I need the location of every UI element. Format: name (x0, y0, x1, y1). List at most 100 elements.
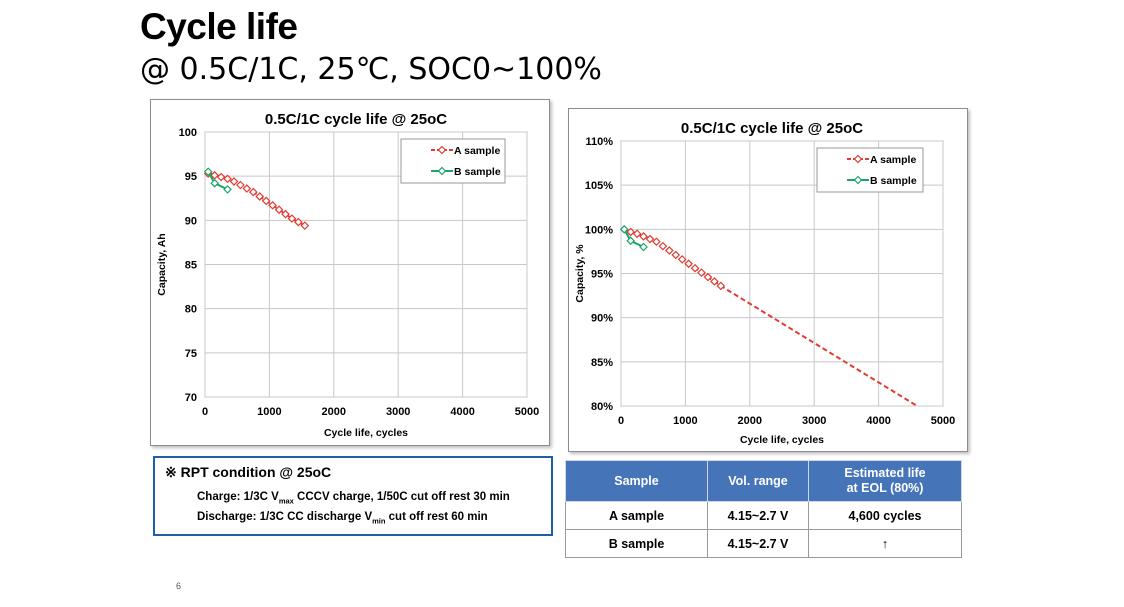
y-tick-label: 75 (185, 348, 197, 360)
capacity-percent-chart-svg: 0 1000 2000 3000 4000 5000 80% 85% 90% 95% 100% 105… (574, 120, 955, 446)
header-estimated-life-line1: Estimated life (844, 466, 926, 480)
header-estimated-life: Estimated life at EOL (80%) (808, 460, 962, 502)
legend-swatch-marker (437, 145, 447, 155)
legend-swatch-marker (853, 175, 863, 185)
data-point (677, 255, 687, 264)
y-tick-label: 100% (585, 224, 613, 236)
cell-estimated-life: ↑ (808, 529, 962, 558)
y-tick-label: 100 (179, 127, 197, 139)
data-point (229, 177, 239, 186)
table-row: A sample 4.15~2.7 V 4,600 cycles (565, 501, 962, 530)
legend-label: A sample (454, 145, 500, 157)
data-point (716, 281, 726, 291)
rpt-condition-box: ※ RPT condition @ 25oC Charge: 1/3C Vmax… (153, 456, 553, 536)
data-point (255, 192, 265, 201)
y-tick-label: 70 (185, 392, 197, 404)
page-number: 6 (176, 581, 182, 591)
rpt-discharge-sub: min (372, 516, 386, 526)
data-point (619, 224, 629, 234)
legend-box (816, 147, 924, 193)
data-point (671, 250, 681, 260)
y-tick-label: 90 (185, 215, 197, 227)
data-point (203, 167, 213, 177)
legend-swatch-marker (437, 166, 447, 176)
legend-label: B sample (870, 175, 917, 187)
data-point (632, 229, 642, 239)
data-point (664, 246, 674, 255)
header-sample: Sample (565, 460, 708, 502)
data-point (223, 174, 232, 184)
results-header-row: Sample Vol. range Estimated life at EOL (… (565, 460, 962, 502)
capacity-ah-chart-svg: 0 1000 2000 3000 4000 5000 70 75 80 85 90 95 100 0.5C… (156, 111, 539, 439)
y-tick-label: 95 (185, 171, 197, 183)
data-point (658, 241, 668, 251)
y-axis-label: Capacity, % (574, 244, 586, 303)
legend-label: B sample (454, 166, 501, 178)
x-tick-label: 0 (202, 406, 208, 418)
data-point (261, 196, 271, 206)
y-tick-label: 85% (591, 357, 613, 369)
results-table: Sample Vol. range Estimated life at EOL (… (565, 460, 962, 558)
rpt-heading: ※ RPT condition @ 25oC (165, 464, 332, 480)
cell-sample: B sample (565, 529, 708, 558)
y-tick-label: 85 (185, 260, 197, 272)
y-tick-label: 110% (585, 136, 613, 148)
data-point (294, 217, 303, 227)
x-axis-label: Cycle life, cycles (740, 434, 824, 446)
cell-vol-range: 4.15~2.7 V (707, 529, 809, 558)
y-tick-label: 90% (591, 313, 613, 325)
data-point (223, 185, 232, 194)
data-point (645, 234, 655, 244)
data-point (626, 236, 636, 246)
x-tick-label: 4000 (866, 415, 890, 427)
legend-swatch-marker (853, 154, 863, 164)
data-point (236, 180, 245, 190)
x-tick-label: 5000 (931, 415, 955, 427)
rpt-discharge-text-a: Discharge: 1/3C CC discharge V (197, 511, 373, 523)
header-estimated-life-line2: at EOL (80%) (846, 481, 924, 495)
x-tick-label: 3000 (802, 415, 826, 427)
data-point (684, 259, 693, 269)
x-tick-label: 2000 (738, 415, 762, 427)
x-tick-label: 1000 (673, 415, 697, 427)
data-point (242, 184, 252, 193)
data-point (703, 272, 713, 282)
x-tick-label: 1000 (257, 406, 281, 418)
cell-estimated-life: 4,600 cycles (808, 501, 962, 530)
data-point (626, 227, 636, 237)
data-point (210, 170, 220, 180)
x-axis-label: Cycle life, cycles (324, 427, 408, 439)
y-tick-label: 105% (585, 180, 613, 192)
rpt-discharge-text-b: cut off rest 60 min (385, 511, 488, 523)
chart-title: 0.5C/1C cycle life @ 25oC (265, 111, 447, 128)
legend-label: A sample (870, 154, 916, 166)
slide-subtitle: @ 0.5C/1C, 25℃, SOC0~100% (140, 52, 602, 87)
data-point (710, 277, 719, 286)
table-row: B sample 4.15~2.7 V ↑ (565, 529, 962, 558)
cell-sample: A sample (565, 501, 708, 530)
capacity-percent-chart: 0 1000 2000 3000 4000 5000 80% 85% 90% 95% 100% 105… (568, 108, 968, 452)
y-tick-label: 80 (185, 304, 197, 316)
chart-title: 0.5C/1C cycle life @ 25oC (681, 120, 863, 137)
data-point (300, 221, 310, 230)
y-tick-label: 80% (591, 401, 613, 413)
data-point (216, 172, 226, 182)
capacity-ah-chart: 0 1000 2000 3000 4000 5000 70 75 80 85 90 95 100 0.5C… (150, 99, 550, 446)
y-axis-label: Capacity, Ah (156, 233, 168, 295)
rpt-charge-text-b: CCCV charge, 1/50C cut off rest 30 min (293, 491, 510, 503)
data-point (248, 187, 258, 197)
x-tick-label: 3000 (386, 406, 410, 418)
rpt-charge-line: Charge: 1/3C Vmax CCCV charge, 1/50C cut… (197, 491, 510, 505)
header-vol-range: Vol. range (707, 460, 809, 502)
x-tick-label: 2000 (322, 406, 346, 418)
x-tick-label: 5000 (515, 406, 539, 418)
x-tick-label: 0 (618, 415, 624, 427)
rpt-discharge-line: Discharge: 1/3C CC discharge Vmin cut of… (197, 511, 488, 525)
rpt-charge-sub: max (278, 496, 294, 506)
slide-title: Cycle life (140, 6, 298, 47)
data-point (652, 237, 661, 247)
data-point (281, 209, 290, 219)
x-tick-label: 4000 (450, 406, 474, 418)
data-point (690, 263, 700, 273)
data-point (274, 205, 284, 215)
